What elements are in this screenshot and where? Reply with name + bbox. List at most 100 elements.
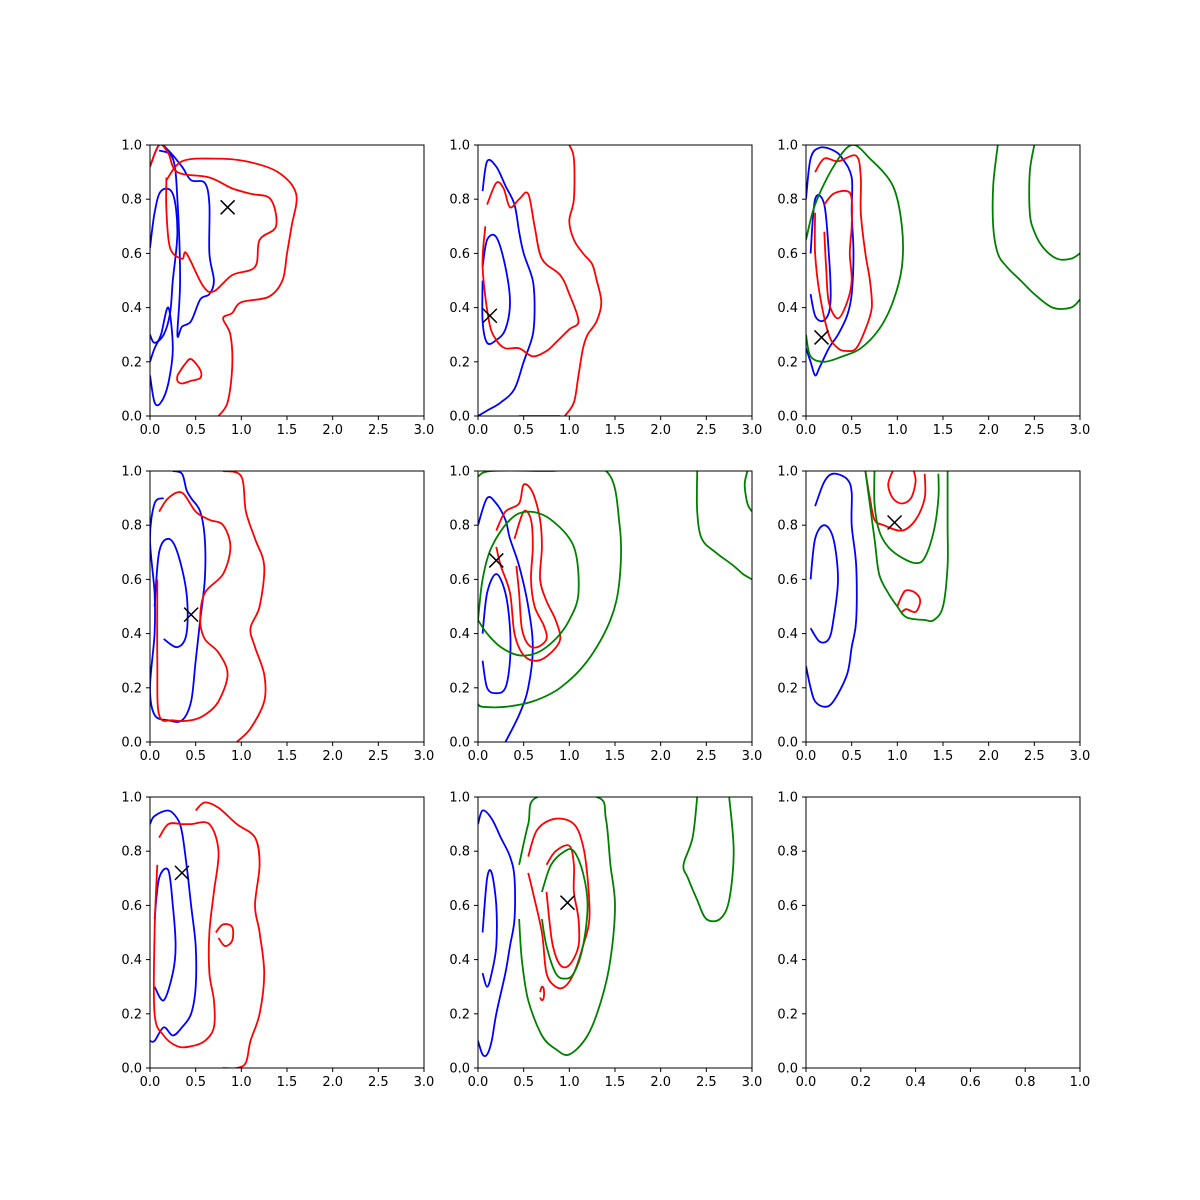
x-tick-label: 1.5	[277, 1075, 298, 1090]
x-tick-label: 0.8	[1015, 1075, 1036, 1090]
x-tick-label: 0.0	[140, 749, 161, 764]
green-contour-line	[1028, 145, 1080, 261]
x-tick-label: 1.0	[559, 749, 580, 764]
subplot-6: 0.0 0.5 1.0 1.5 2.0 2.5 3.0 0.0 0.2 0.4 0.6 0.8 1.0	[777, 465, 1090, 765]
x-tick-label: 0.5	[185, 423, 206, 438]
y-tick-label: 0.4	[777, 627, 798, 642]
x-tick-label: 2.5	[696, 423, 717, 438]
x-marker	[488, 552, 504, 568]
x-tick-label: 2.5	[368, 749, 389, 764]
blue-contour-line	[478, 496, 534, 742]
y-tick-label: 1.0	[777, 791, 798, 806]
y-tick-label: 0.6	[121, 573, 142, 588]
y-tick-label: 0.8	[121, 519, 142, 534]
y-tick-label: 0.4	[121, 627, 142, 642]
y-tick-label: 0.8	[777, 519, 798, 534]
x-marker	[813, 329, 830, 345]
red-contour-line	[564, 145, 603, 416]
red-contour-line	[222, 471, 267, 742]
x-tick-label: 3.0	[1070, 423, 1091, 438]
contour-group	[806, 471, 949, 708]
y-tick-label: 0.2	[121, 681, 142, 696]
contour-group	[150, 471, 267, 742]
subplot-2: 0.0 0.5 1.0 1.5 2.0 2.5 3.0 0.0 0.2 0.4 0.6 0.8 1.0	[449, 139, 762, 439]
y-tick-label: 0.2	[449, 681, 470, 696]
subplot-3: 0.0 0.5 1.0 1.5 2.0 2.5 3.0 0.0 0.2 0.4 0.6 0.8 1.0	[777, 139, 1090, 439]
red-contour-line	[813, 154, 873, 352]
y-tick-label: 0.4	[777, 953, 798, 968]
blue-contour-line	[150, 145, 215, 338]
y-tick-label: 1.0	[449, 791, 470, 806]
green-contour-line	[541, 848, 589, 980]
x-tick-label: 1.5	[277, 749, 298, 764]
x-tick-label: 2.5	[696, 1075, 717, 1090]
x-tick-label: 1.5	[605, 423, 626, 438]
subplot-9: 0.0 0.2 0.4 0.6 0.8 1.0 0.0 0.2 0.4 0.6 0.8 1.0	[777, 791, 1090, 1091]
x-tick-label: 2.5	[368, 1075, 389, 1090]
y-tick-label: 1.0	[449, 465, 470, 480]
x-tick-label: 0.0	[796, 423, 817, 438]
x-tick-label: 0.5	[841, 749, 862, 764]
x-tick-label: 0.6	[960, 1075, 981, 1090]
y-tick-label: 0.2	[121, 1007, 142, 1022]
x-tick-label: 1.5	[605, 749, 626, 764]
blue-contour-line	[481, 233, 511, 345]
blue-contour-line	[481, 869, 498, 988]
green-contour-line	[873, 471, 940, 564]
y-tick-label: 1.0	[121, 139, 142, 154]
contour-group	[806, 145, 1080, 377]
blue-contour-line	[806, 472, 858, 708]
y-tick-label: 0.4	[121, 953, 142, 968]
x-tick-label: 1.0	[1070, 1075, 1091, 1090]
y-tick-label: 0.2	[777, 681, 798, 696]
subplot-8: 0.0 0.5 1.0 1.5 2.0 2.5 3.0 0.0 0.2 0.4 0.6 0.8 1.0	[449, 791, 762, 1091]
y-tick-label: 1.0	[449, 139, 470, 154]
subplot-7: 0.0 0.5 1.0 1.5 2.0 2.5 3.0 0.0 0.2 0.4 0.6 0.8 1.0	[121, 791, 434, 1091]
contour-group	[478, 471, 752, 742]
x-tick-label: 0.0	[796, 749, 817, 764]
x-marker	[220, 199, 236, 215]
x-tick-label: 1.0	[231, 1075, 252, 1090]
x-tick-label: 1.0	[231, 423, 252, 438]
x-tick-label: 0.5	[513, 749, 534, 764]
y-tick-label: 0.2	[121, 355, 142, 370]
subplot-5: 0.0 0.5 1.0 1.5 2.0 2.5 3.0 0.0 0.2 0.4 0.6 0.8 1.0	[449, 465, 762, 765]
y-tick-label: 1.0	[777, 139, 798, 154]
red-contour-line	[545, 844, 581, 969]
x-tick-label: 1.0	[559, 423, 580, 438]
y-tick-label: 0.2	[449, 355, 470, 370]
x-tick-label: 0.5	[185, 1075, 206, 1090]
y-tick-label: 0.0	[121, 736, 142, 751]
green-contour-line	[518, 797, 616, 1056]
y-tick-label: 0.8	[121, 845, 142, 860]
red-contour-line	[150, 145, 278, 294]
blue-contour-line	[150, 306, 174, 407]
x-tick-label: 3.0	[414, 1075, 435, 1090]
y-tick-label: 1.0	[121, 465, 142, 480]
red-contour-line	[887, 471, 917, 505]
y-tick-label: 0.8	[777, 845, 798, 860]
subplot-1: 0.0 0.5 1.0 1.5 2.0 2.5 3.0 0.0 0.2 0.4 0.6 0.8 1.0	[121, 139, 434, 439]
y-tick-label: 0.0	[121, 1062, 142, 1077]
y-tick-label: 0.0	[777, 410, 798, 425]
y-tick-label: 0.0	[449, 410, 470, 425]
x-tick-label: 2.0	[322, 749, 343, 764]
axes-frame	[805, 796, 1081, 1069]
x-tick-label: 3.0	[414, 749, 435, 764]
red-contour-line	[823, 189, 853, 320]
x-tick-label: 1.5	[605, 1075, 626, 1090]
y-tick-label: 0.2	[777, 1007, 798, 1022]
x-tick-label: 0.4	[905, 1075, 926, 1090]
axes-frame	[149, 144, 425, 417]
x-tick-label: 0.0	[468, 1075, 489, 1090]
x-tick-label: 2.5	[696, 749, 717, 764]
blue-contour-line	[478, 158, 536, 416]
red-contour-line	[195, 801, 266, 1068]
x-tick-label: 3.0	[742, 1075, 763, 1090]
subplot-4: 0.0 0.5 1.0 1.5 2.0 2.5 3.0 0.0 0.2 0.4 0.6 0.8 1.0	[121, 465, 434, 765]
x-marker	[183, 607, 199, 623]
green-contour-line	[478, 510, 580, 657]
y-tick-label: 1.0	[777, 465, 798, 480]
y-tick-label: 0.6	[777, 899, 798, 914]
